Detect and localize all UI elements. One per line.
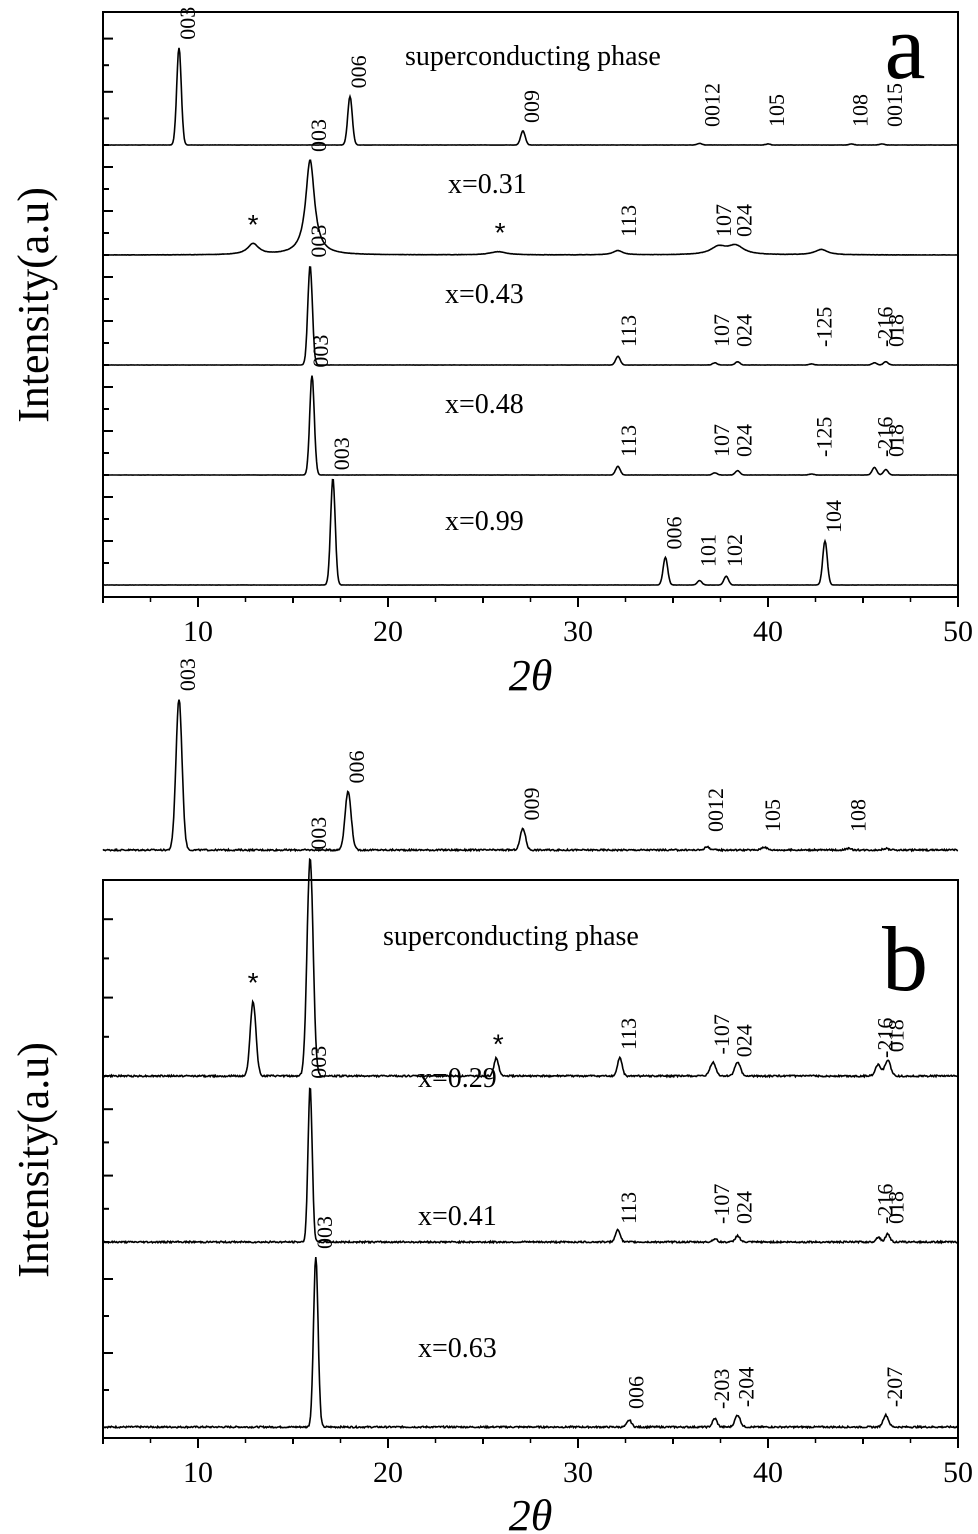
diffraction-curve (103, 47, 959, 146)
curve-label: x=0.31 (448, 169, 527, 200)
peak-index-label: 003 (306, 1046, 331, 1079)
peak-index-label: -207 (882, 1367, 907, 1407)
peak-index-label: 107 (709, 314, 734, 347)
peak-index-label: 105 (760, 799, 785, 832)
curve-label: x=0.43 (445, 279, 524, 310)
x-tick-label: 20 (373, 1456, 403, 1489)
peak-index-label: 003 (312, 1216, 337, 1249)
impurity-marker: * (493, 1028, 504, 1059)
impurity-marker: * (248, 209, 259, 240)
peak-index-label: 113 (616, 1018, 641, 1050)
peak-index-label: 107 (709, 424, 734, 457)
curve-label: superconducting phase (405, 41, 661, 72)
peak-index-label: 024 (732, 424, 757, 457)
curve-label: x=0.99 (445, 506, 524, 537)
x-tick-label: 40 (753, 615, 783, 648)
peak-index-label: 003 (175, 7, 200, 40)
peak-index-label: 018 (884, 1191, 909, 1224)
peak-index-label: -125 (812, 417, 837, 457)
impurity-marker: * (495, 217, 506, 248)
diffraction-curve (102, 857, 959, 1079)
panel-letter: a (885, 0, 926, 98)
x-tick-label: 30 (563, 615, 593, 648)
peak-index-label: 113 (616, 205, 641, 237)
curve-label: x=0.41 (418, 1201, 497, 1232)
peak-index-label: -203 (709, 1369, 734, 1409)
peak-index-label: 104 (821, 500, 846, 533)
peak-index-label: 107 (711, 204, 736, 237)
x-tick-label: 10 (183, 615, 213, 648)
diffraction-curve (102, 1087, 959, 1245)
diffraction-curve (102, 699, 959, 853)
peak-index-label: 024 (732, 1024, 757, 1057)
peak-index-label: 0015 (882, 83, 907, 127)
peak-index-label: -216 (872, 1184, 897, 1224)
peak-index-label: 101 (696, 534, 721, 567)
peak-index-label: -216 (872, 417, 897, 457)
diffraction-curve (102, 478, 959, 586)
peak-index-label: 006 (623, 1376, 648, 1409)
peak-index-label: 006 (346, 55, 371, 88)
impurity-marker: * (248, 967, 259, 998)
x-axis-title: 2θ (509, 1491, 553, 1534)
peak-index-label: 009 (519, 787, 544, 820)
peak-index-label: 018 (884, 424, 909, 457)
peak-index-label: 113 (616, 315, 641, 347)
peak-index-label: 003 (308, 335, 333, 368)
peak-index-label: 0012 (699, 83, 724, 127)
peak-index-label: 024 (732, 1191, 757, 1224)
peak-index-label: 102 (722, 534, 747, 567)
peak-index-label: 009 (519, 90, 544, 123)
x-tick-label: 50 (943, 1456, 973, 1489)
y-axis-title: Intensity(a.u) (9, 1042, 58, 1278)
peak-index-label: 006 (661, 517, 686, 550)
peak-index-label: 113 (616, 1192, 641, 1224)
peak-index-label: 018 (884, 1019, 909, 1052)
x-tick-label: 40 (753, 1456, 783, 1489)
peak-index-label: -125 (812, 307, 837, 347)
chart-panel-a: 10 20 30 40 50 Intensity(a.u) 2θ a superconducti… (9, 0, 973, 700)
peak-index-label: 003 (306, 119, 331, 152)
peak-index-label: -204 (734, 1367, 759, 1407)
peak-index-label: 113 (616, 425, 641, 457)
curve-label: x=0.48 (445, 389, 524, 420)
chart-panel-b: 10 20 30 40 50 Intensity(a.u) 2θ b superconducti… (9, 658, 973, 1534)
peak-index-label: 003 (175, 658, 200, 691)
panel-letter: b (882, 908, 928, 1010)
peak-index-label: 105 (764, 94, 789, 127)
diffraction-curve (103, 375, 959, 476)
peak-index-label: 006 (344, 750, 369, 783)
x-tick-label: 20 (373, 615, 403, 648)
diffraction-curve (102, 159, 958, 256)
peak-index-label: -107 (709, 1014, 734, 1054)
curve-label: x=0.29 (418, 1063, 497, 1094)
x-tick-label: 30 (563, 1456, 593, 1489)
plot-frame (102, 879, 959, 1439)
peak-index-label: 003 (306, 817, 331, 850)
peak-index-label: -216 (872, 307, 897, 347)
peak-index-label: 018 (884, 314, 909, 347)
curve-label: superconducting phase (383, 921, 639, 952)
peak-index-label: 003 (329, 437, 354, 470)
x-tick-label: 50 (943, 615, 973, 648)
peak-index-label: 024 (732, 314, 757, 347)
y-axis-title: Intensity(a.u) (9, 187, 58, 423)
peak-index-label: -216 (872, 1018, 897, 1058)
peak-index-label: 024 (732, 204, 757, 237)
x-axis-title: 2θ (509, 651, 553, 700)
peak-index-label: 003 (306, 225, 331, 258)
peak-index-label: 0012 (703, 788, 728, 832)
diffraction-curve (102, 266, 959, 366)
diffraction-curve (102, 1257, 959, 1430)
peak-index-label: 108 (846, 799, 871, 832)
peak-index-label: -107 (709, 1184, 734, 1224)
peak-index-label: 108 (848, 94, 873, 127)
x-tick-label: 10 (183, 1456, 213, 1489)
curve-label: x=0.63 (418, 1333, 497, 1364)
